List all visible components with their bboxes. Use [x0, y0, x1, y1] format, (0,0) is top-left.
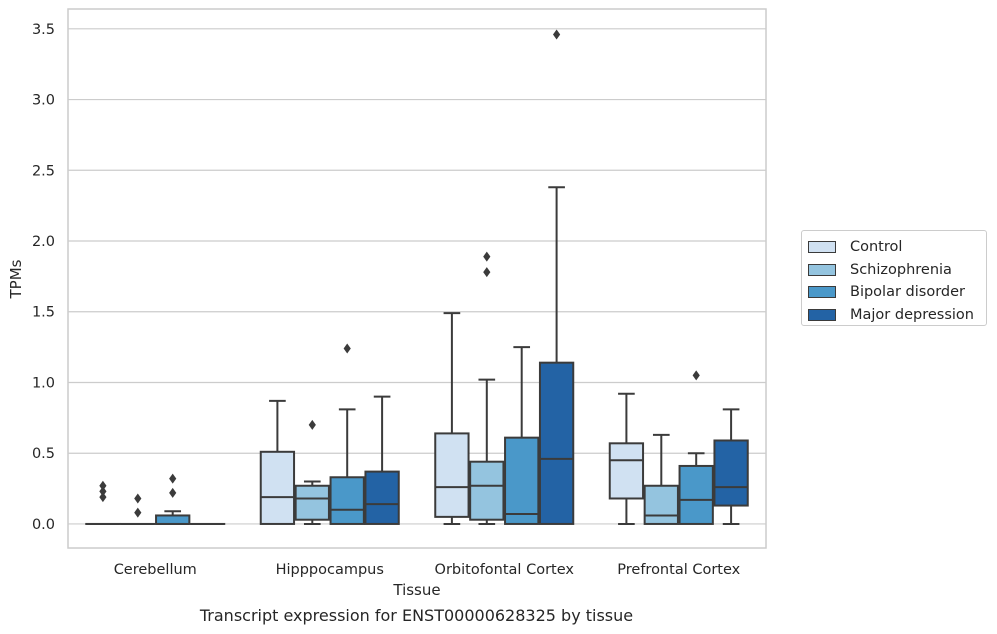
y-axis-ticks: 0.0 0.5 1.0 1.5 2.0 2.5 3.0 3.5 — [32, 22, 55, 533]
y-tick-label: 1.5 — [32, 305, 55, 321]
legend-label: Schizophrenia — [850, 261, 952, 278]
y-tick-label: 2.5 — [32, 163, 55, 179]
legend-item: Bipolar disorder — [808, 281, 986, 304]
y-tick-label: 1.0 — [32, 375, 55, 391]
y-tick-label: 3.0 — [32, 93, 55, 109]
box-bipolar-disorder — [678, 370, 714, 525]
box-major-depression — [538, 29, 575, 525]
box-body — [538, 361, 575, 525]
y-tick-label: 0.0 — [32, 517, 55, 533]
outlier-point — [99, 480, 107, 491]
box-body — [434, 432, 470, 518]
outlier-point — [134, 507, 142, 518]
x-tick-label: Prefrontal Cortex — [617, 562, 740, 578]
x-axis-label: Tissue — [392, 581, 440, 599]
grid-lines — [68, 28, 766, 525]
box-body — [713, 439, 749, 507]
box-bipolar-disorder — [504, 346, 540, 525]
legend-item: Major depression — [808, 304, 986, 327]
box-body — [364, 470, 400, 525]
legend-swatch — [808, 308, 836, 321]
box-schizophrenia — [469, 251, 505, 525]
outlier-point — [553, 29, 561, 40]
legend-swatch — [808, 286, 836, 299]
box-body — [155, 514, 191, 525]
y-tick-label: 3.5 — [32, 22, 55, 38]
outlier-point — [308, 419, 316, 430]
outlier-point — [343, 343, 351, 354]
box-body — [504, 436, 540, 525]
box-major-depression — [364, 395, 400, 525]
outlier-point — [99, 492, 107, 503]
outlier-point — [169, 487, 177, 498]
box-bipolar-disorder — [329, 343, 365, 525]
box-body — [643, 484, 679, 525]
x-axis-ticks: Cerebellum Hipppocampus Orbitofontal Corte… — [114, 562, 741, 578]
box-bipolar-disorder — [155, 473, 191, 525]
box-body — [294, 484, 330, 521]
box-schizophrenia — [294, 419, 330, 525]
legend-swatch — [808, 263, 836, 276]
box-control — [259, 399, 296, 525]
box-schizophrenia — [643, 433, 679, 525]
box-body — [678, 464, 714, 525]
box-control — [434, 312, 470, 525]
box-major-depression — [713, 408, 749, 525]
legend-item: Control — [808, 236, 986, 259]
legend-label: Control — [850, 239, 903, 256]
box-body — [329, 476, 365, 525]
outlier-point — [483, 251, 491, 262]
outlier-point — [134, 493, 142, 504]
legend-label: Bipolar disorder — [850, 284, 965, 301]
outlier-point — [99, 486, 107, 497]
box-schizophrenia — [120, 493, 156, 525]
legend-swatch — [808, 241, 836, 254]
box-body — [259, 450, 296, 525]
y-tick-label: 2.0 — [32, 234, 55, 250]
outlier-point — [169, 473, 177, 484]
plot-frame — [67, 8, 767, 549]
legend-label: Major depression — [850, 306, 974, 323]
box-body — [469, 460, 505, 521]
outlier-point — [692, 370, 700, 381]
legend-item: Schizophrenia — [808, 259, 986, 282]
x-tick-label: Hipppocampus — [276, 562, 384, 578]
box-groups — [85, 29, 749, 525]
outlier-point — [483, 267, 491, 278]
legend: Control Schizophrenia Bipolar disorder Majo… — [801, 230, 987, 326]
x-tick-label: Orbitofontal Cortex — [435, 562, 575, 578]
x-tick-label: Cerebellum — [114, 562, 197, 578]
box-control — [85, 480, 121, 525]
figure-caption: Transcript expression for ENST0000062832… — [199, 606, 634, 625]
y-tick-label: 0.5 — [32, 446, 55, 462]
box-body — [608, 442, 645, 500]
y-axis-label: TPMs — [7, 259, 25, 299]
box-control — [608, 392, 645, 525]
